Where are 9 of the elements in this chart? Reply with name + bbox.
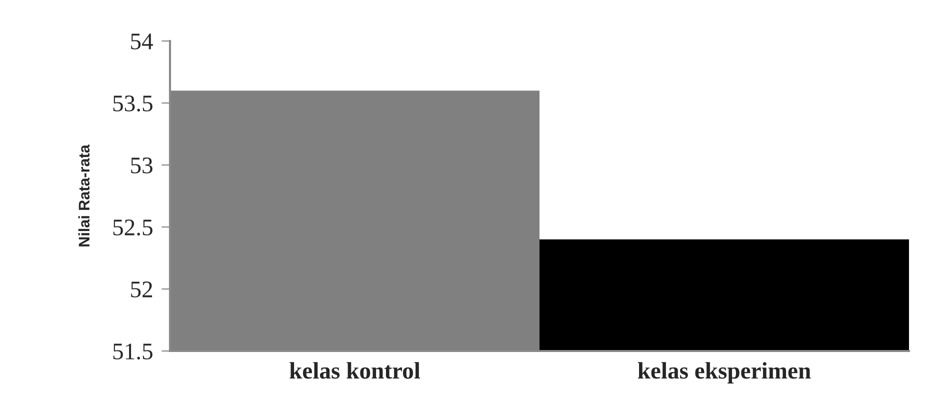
x-tick-label: kelas kontrol (290, 362, 420, 379)
y-tick-label: 54 (131, 34, 153, 50)
y-tick-label: 52 (131, 282, 152, 298)
y-tick-label: 53 (131, 158, 152, 174)
y-tick-label: 51.5 (113, 344, 152, 360)
y-axis-title: Nilai Rata-rata (78, 144, 90, 246)
x-tick-label: kelas eksperimen (638, 362, 811, 384)
y-tick-label: 52.5 (113, 220, 152, 236)
y-tick-label: 53.5 (113, 96, 152, 112)
